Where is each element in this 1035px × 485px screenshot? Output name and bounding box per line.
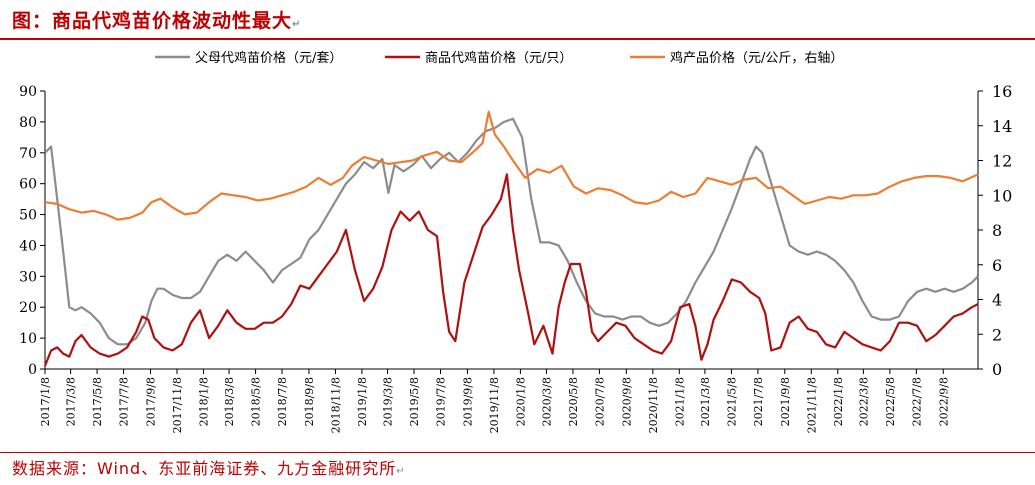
x-tick-label: 2017/3/8	[65, 377, 78, 426]
x-tick-label: 2017/11/8	[171, 377, 184, 433]
axes: 0 10 20 30 40 50 60 70 80 90 0 2 4 6 8 10 12 14 16 2017/1/8…	[19, 82, 1012, 433]
y-left-tick-label: 70	[19, 146, 37, 162]
chart-title: 图：商品代鸡苗价格波动性最大↵	[12, 6, 301, 33]
x-tick-label: 2018/11/8	[329, 377, 342, 433]
series-line-3	[44, 110, 979, 221]
y-left-tick-label: 80	[19, 115, 37, 131]
y-left-tick-label: 90	[19, 84, 37, 100]
x-tick-label: 2020/7/8	[593, 377, 606, 426]
series-group	[43, 110, 979, 367]
return-mark: ↵	[396, 466, 406, 477]
x-tick-label: 2020/3/8	[540, 377, 553, 426]
series-line-2	[43, 173, 979, 367]
y-right-tick-label: 16	[992, 82, 1012, 101]
y-left-tick-label: 40	[19, 238, 37, 254]
x-tick-label: 2020/1/8	[514, 377, 527, 426]
legend-label-3: 鸡产品价格（元/公斤，右轴）	[670, 50, 843, 66]
y-right-tick-label: 10	[992, 186, 1012, 205]
x-tick-label: 2021/1/8	[673, 377, 686, 426]
chart-title-text: 图：商品代鸡苗价格波动性最大	[12, 10, 293, 32]
x-tick-label: 2021/9/8	[779, 377, 792, 426]
x-tick-label: 2019/5/8	[408, 377, 421, 426]
legend: 父母代鸡苗价格（元/套） 商品代鸡苗价格（元/只） 鸡产品价格（元/公斤，右轴）	[155, 50, 843, 66]
y-right-tick-label: 0	[992, 360, 1002, 379]
source-note: 数据来源：Wind、东亚前海证券、九方金融研究所↵	[12, 455, 406, 479]
y-right-tick-label: 2	[992, 325, 1002, 344]
y-right-tick-label: 4	[992, 291, 1002, 310]
x-tick-label: 2022/3/8	[857, 377, 870, 426]
y-left-tick-label: 30	[19, 269, 37, 285]
x-tick-label: 2017/7/8	[118, 377, 131, 426]
legend-label-2: 商品代鸡苗价格（元/只）	[425, 50, 572, 66]
y-left-tick-label: 60	[19, 177, 37, 193]
y-left-tick-label: 50	[19, 208, 37, 224]
x-tick-label: 2021/7/8	[752, 377, 765, 426]
x-tick-label: 2017/9/8	[144, 377, 157, 426]
x-tick-label: 2021/3/8	[699, 377, 712, 426]
x-tick-label: 2019/9/8	[461, 377, 474, 426]
series-line-1	[44, 117, 979, 346]
x-tick-label: 2022/7/8	[910, 377, 923, 426]
y-right-tick-label: 8	[992, 221, 1002, 240]
legend-label-1: 父母代鸡苗价格（元/套）	[195, 50, 342, 66]
y-left-tick-label: 20	[19, 300, 37, 316]
x-tick-label: 2019/7/8	[435, 377, 448, 426]
x-tick-label: 2022/9/8	[937, 377, 950, 426]
line-chart: 父母代鸡苗价格（元/套） 商品代鸡苗价格（元/只） 鸡产品价格（元/公斤，右轴） 0…	[19, 50, 1012, 433]
x-tick-label: 2017/5/8	[91, 377, 104, 426]
x-tick-label: 2021/5/8	[725, 377, 738, 426]
y-left-tick-label: 0	[28, 362, 37, 378]
x-tick-label: 2018/7/8	[276, 377, 289, 426]
x-tick-label: 2018/3/8	[223, 377, 236, 426]
x-tick-label: 2019/1/8	[356, 377, 369, 426]
x-tick-label: 2017/1/8	[39, 377, 52, 426]
source-rule	[0, 452, 1035, 453]
source-text: 数据来源：Wind、东亚前海证券、九方金融研究所	[12, 459, 397, 478]
x-tick-label: 2018/9/8	[303, 377, 316, 426]
y-right-tick-label: 6	[992, 256, 1002, 275]
y-left-tick-label: 10	[19, 331, 37, 347]
y-right-tick-label: 12	[992, 152, 1012, 171]
x-tick-label: 2022/1/8	[832, 377, 845, 426]
x-tick-label: 2020/5/8	[567, 377, 580, 426]
title-rule	[0, 38, 1035, 40]
x-tick-label: 2020/9/8	[620, 377, 633, 426]
x-tick-label: 2019/3/8	[382, 377, 395, 426]
return-mark: ↵	[292, 19, 302, 30]
x-tick-label: 2019/11/8	[488, 377, 501, 433]
y-right-tick-label: 14	[992, 117, 1012, 136]
x-tick-label: 2020/11/8	[647, 377, 660, 433]
x-tick-label: 2022/5/8	[884, 377, 897, 426]
x-tick-label: 2018/1/8	[197, 377, 210, 426]
x-tick-label: 2021/11/8	[805, 377, 818, 433]
x-tick-label: 2018/5/8	[250, 377, 263, 426]
